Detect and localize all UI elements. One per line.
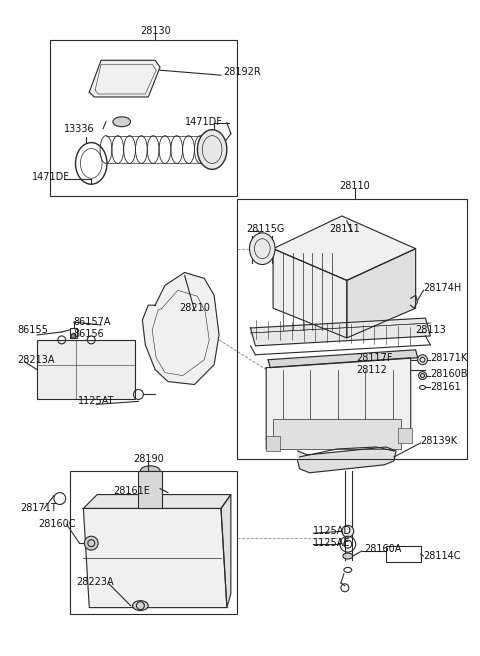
Text: 1125AE: 1125AE: [313, 538, 351, 548]
Polygon shape: [89, 60, 160, 97]
Text: 28130: 28130: [140, 26, 170, 35]
Text: 28171K: 28171K: [431, 353, 468, 363]
Text: 28112: 28112: [357, 365, 387, 375]
Bar: [237, 199, 467, 459]
Ellipse shape: [197, 130, 227, 169]
Ellipse shape: [132, 601, 148, 611]
Text: 28117F: 28117F: [357, 353, 393, 363]
Polygon shape: [273, 216, 416, 280]
Bar: [266, 436, 280, 451]
Text: 86157A: 86157A: [73, 317, 111, 327]
Polygon shape: [268, 350, 418, 367]
Text: 28139K: 28139K: [420, 436, 457, 446]
Ellipse shape: [250, 233, 275, 264]
Text: 1125AD: 1125AD: [313, 526, 352, 536]
Text: 28161E: 28161E: [113, 485, 150, 496]
Text: 28160A: 28160A: [364, 544, 402, 554]
Polygon shape: [347, 249, 416, 338]
Text: 28223A: 28223A: [76, 577, 114, 587]
Text: 1471DF: 1471DF: [185, 117, 223, 127]
Text: 28115G: 28115G: [247, 224, 285, 234]
Bar: [37, 340, 135, 400]
Text: 28114C: 28114C: [423, 551, 461, 561]
Text: 28110: 28110: [339, 181, 370, 191]
Text: 28210: 28210: [179, 303, 210, 313]
Ellipse shape: [140, 466, 160, 476]
Circle shape: [418, 355, 427, 365]
Polygon shape: [266, 358, 411, 449]
Text: 28161: 28161: [431, 382, 461, 392]
Polygon shape: [298, 447, 396, 473]
Bar: [138, 471, 162, 508]
Polygon shape: [84, 495, 231, 508]
Text: 28174H: 28174H: [423, 283, 462, 293]
Text: 13336: 13336: [64, 124, 95, 134]
Text: 28171T: 28171T: [21, 503, 57, 514]
Polygon shape: [143, 272, 219, 384]
Polygon shape: [84, 508, 227, 607]
Bar: [70, 328, 77, 338]
Text: 28190: 28190: [133, 454, 164, 464]
Text: 28160C: 28160C: [38, 520, 76, 529]
Text: 28111: 28111: [329, 224, 360, 234]
Polygon shape: [251, 318, 431, 346]
Text: 28160B: 28160B: [431, 369, 468, 379]
Ellipse shape: [343, 553, 353, 559]
Text: 1471DF: 1471DF: [32, 173, 70, 182]
Text: 28213A: 28213A: [18, 355, 55, 365]
Polygon shape: [273, 249, 347, 338]
Text: 28192R: 28192R: [223, 67, 261, 77]
Circle shape: [71, 333, 76, 338]
Bar: [70, 471, 237, 613]
Circle shape: [342, 525, 354, 537]
Ellipse shape: [113, 117, 131, 127]
Polygon shape: [221, 495, 231, 607]
Text: 1125AT: 1125AT: [78, 396, 114, 406]
Text: 86156: 86156: [73, 329, 104, 339]
Bar: [386, 546, 420, 562]
Bar: [50, 41, 237, 196]
Text: 28113: 28113: [416, 325, 446, 335]
Circle shape: [419, 372, 426, 380]
Text: 86155: 86155: [18, 325, 48, 335]
Circle shape: [84, 536, 98, 550]
Bar: [398, 428, 412, 443]
Bar: [273, 419, 401, 449]
